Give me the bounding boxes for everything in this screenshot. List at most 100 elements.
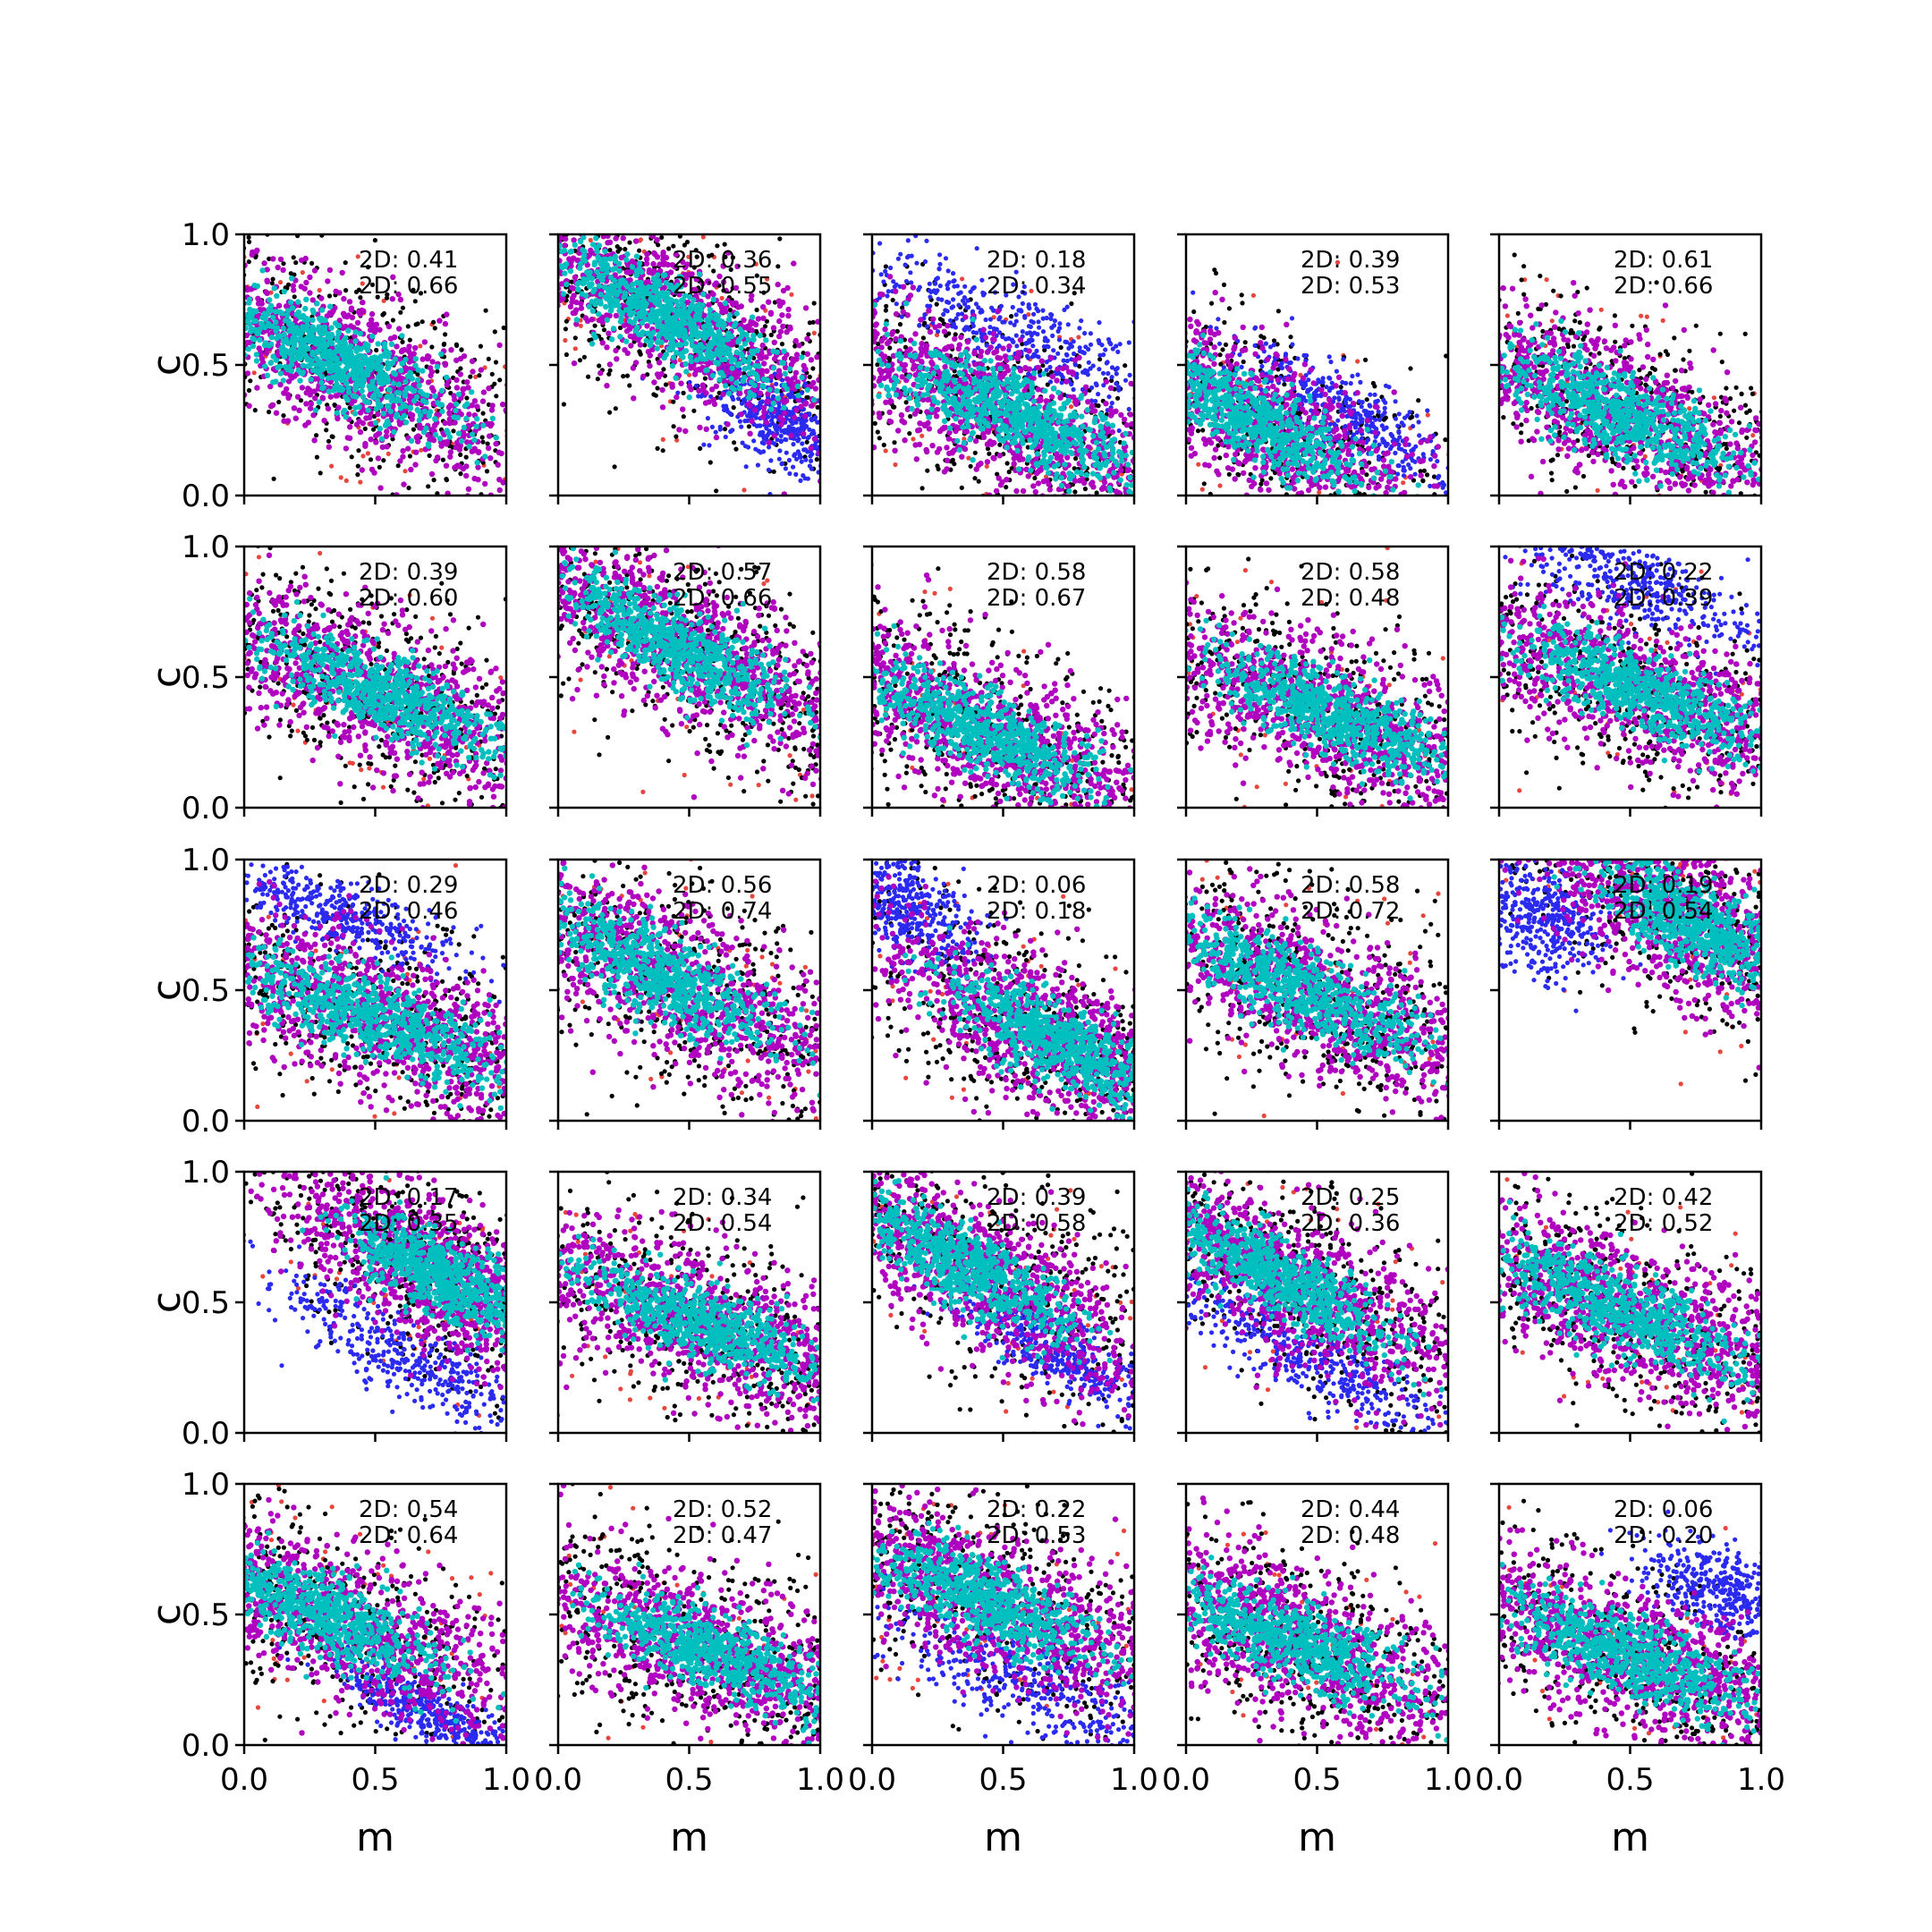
mid-series-point: [230, 250, 235, 256]
mid-series-point: [515, 254, 521, 259]
outer-series-point: [564, 319, 569, 324]
outer-series-point: [961, 523, 965, 528]
core-series-point: [273, 378, 278, 384]
mid-series-point: [487, 203, 492, 208]
mid-series-point: [829, 369, 835, 375]
mid-series-point: [259, 301, 265, 306]
mid-series-point: [669, 382, 674, 387]
outer-series-point: [708, 460, 713, 464]
core-series-point: [406, 386, 411, 391]
outer-series-point: [603, 445, 607, 450]
mid-series-point: [475, 279, 480, 284]
mid-series-point: [393, 204, 398, 209]
mid-series-point: [729, 342, 734, 347]
mid-series-point: [285, 418, 291, 423]
mid-series-point: [527, 268, 532, 274]
outer-series-point: [528, 335, 532, 339]
core-series-point: [257, 337, 262, 343]
outer-series-point: [485, 469, 489, 473]
mid-series-point: [472, 257, 478, 262]
mid-series-point: [235, 235, 241, 241]
alt-series-point: [836, 482, 841, 487]
mid-series-point: [143, 283, 148, 288]
mid-series-point: [761, 410, 767, 415]
mid-series-point: [547, 319, 553, 325]
outer-series-point: [96, 237, 100, 242]
outlier-series-point: [631, 468, 635, 472]
mid-series-point: [531, 253, 537, 258]
alt-series-point: [784, 451, 789, 455]
outer-series-point: [157, 269, 161, 274]
mid-series-point: [463, 473, 469, 479]
outer-series-point: [353, 117, 358, 122]
mid-series-point: [234, 337, 240, 343]
mid-series-point: [583, 315, 589, 320]
outer-series-point: [661, 448, 665, 453]
core-series-point: [398, 405, 403, 411]
mid-series-point: [363, 415, 369, 420]
outer-series-point: [625, 374, 630, 378]
outlier-series-point: [105, 163, 109, 167]
core-series-point: [531, 248, 537, 253]
outer-series-point: [169, 314, 174, 318]
outer-series-point: [343, 260, 348, 265]
core-series-point: [388, 409, 394, 414]
outer-series-point: [292, 79, 296, 83]
outer-series-point: [599, 214, 604, 218]
mid-series-point: [471, 246, 477, 251]
mid-series-point: [327, 267, 333, 273]
outer-series-point: [290, 90, 294, 95]
outer-series-point: [429, 183, 434, 188]
outer-series-point: [845, 295, 850, 300]
outer-series-point: [720, 453, 724, 457]
outer-series-point: [639, 352, 643, 357]
mid-series-point: [495, 275, 500, 280]
outer-series-point: [724, 519, 728, 523]
alt-series-point: [851, 437, 855, 442]
mid-series-point: [785, 313, 791, 318]
outer-series-point: [538, 406, 542, 411]
alt-series-point: [758, 423, 762, 428]
core-series-point: [287, 326, 292, 332]
outlier-series-point: [546, 368, 550, 372]
mid-series-point: [760, 316, 766, 321]
mid-series-point: [857, 396, 862, 402]
outer-series-point: [863, 402, 868, 406]
outer-series-point: [629, 462, 633, 467]
outer-series-point: [380, 312, 385, 317]
mid-series-point: [433, 225, 438, 230]
mid-series-point: [436, 195, 442, 200]
outer-series-point: [745, 223, 750, 227]
outer-series-point: [690, 178, 694, 182]
mid-series-point: [546, 438, 551, 444]
mid-series-point: [645, 279, 650, 284]
outer-series-point: [557, 216, 562, 220]
mid-series-point: [109, 305, 114, 310]
outer-series-point: [165, 256, 170, 260]
outer-series-point: [519, 264, 523, 268]
core-series-point: [313, 407, 318, 412]
mid-series-point: [780, 324, 785, 329]
outer-series-point: [630, 548, 634, 553]
outer-series-point: [772, 470, 776, 474]
outer-series-point: [840, 408, 844, 412]
outer-series-point: [562, 402, 566, 406]
core-series-point: [326, 360, 332, 365]
alt-series-point: [758, 450, 763, 454]
mid-series-point: [234, 224, 240, 229]
core-series-point: [317, 399, 322, 404]
mid-series-point: [638, 342, 643, 347]
mid-series-point: [312, 267, 318, 273]
mid-series-point: [764, 419, 769, 425]
outer-series-point: [504, 186, 509, 191]
mid-series-point: [177, 292, 182, 297]
outer-series-point: [363, 427, 368, 431]
mid-series-point: [193, 272, 199, 277]
outer-series-point: [591, 535, 596, 539]
mid-series-point: [655, 371, 660, 377]
mid-series-point: [486, 386, 491, 391]
outer-series-point: [447, 198, 452, 202]
mid-series-point: [43, 242, 48, 247]
outer-series-point: [102, 242, 106, 247]
mid-series-point: [476, 220, 481, 225]
